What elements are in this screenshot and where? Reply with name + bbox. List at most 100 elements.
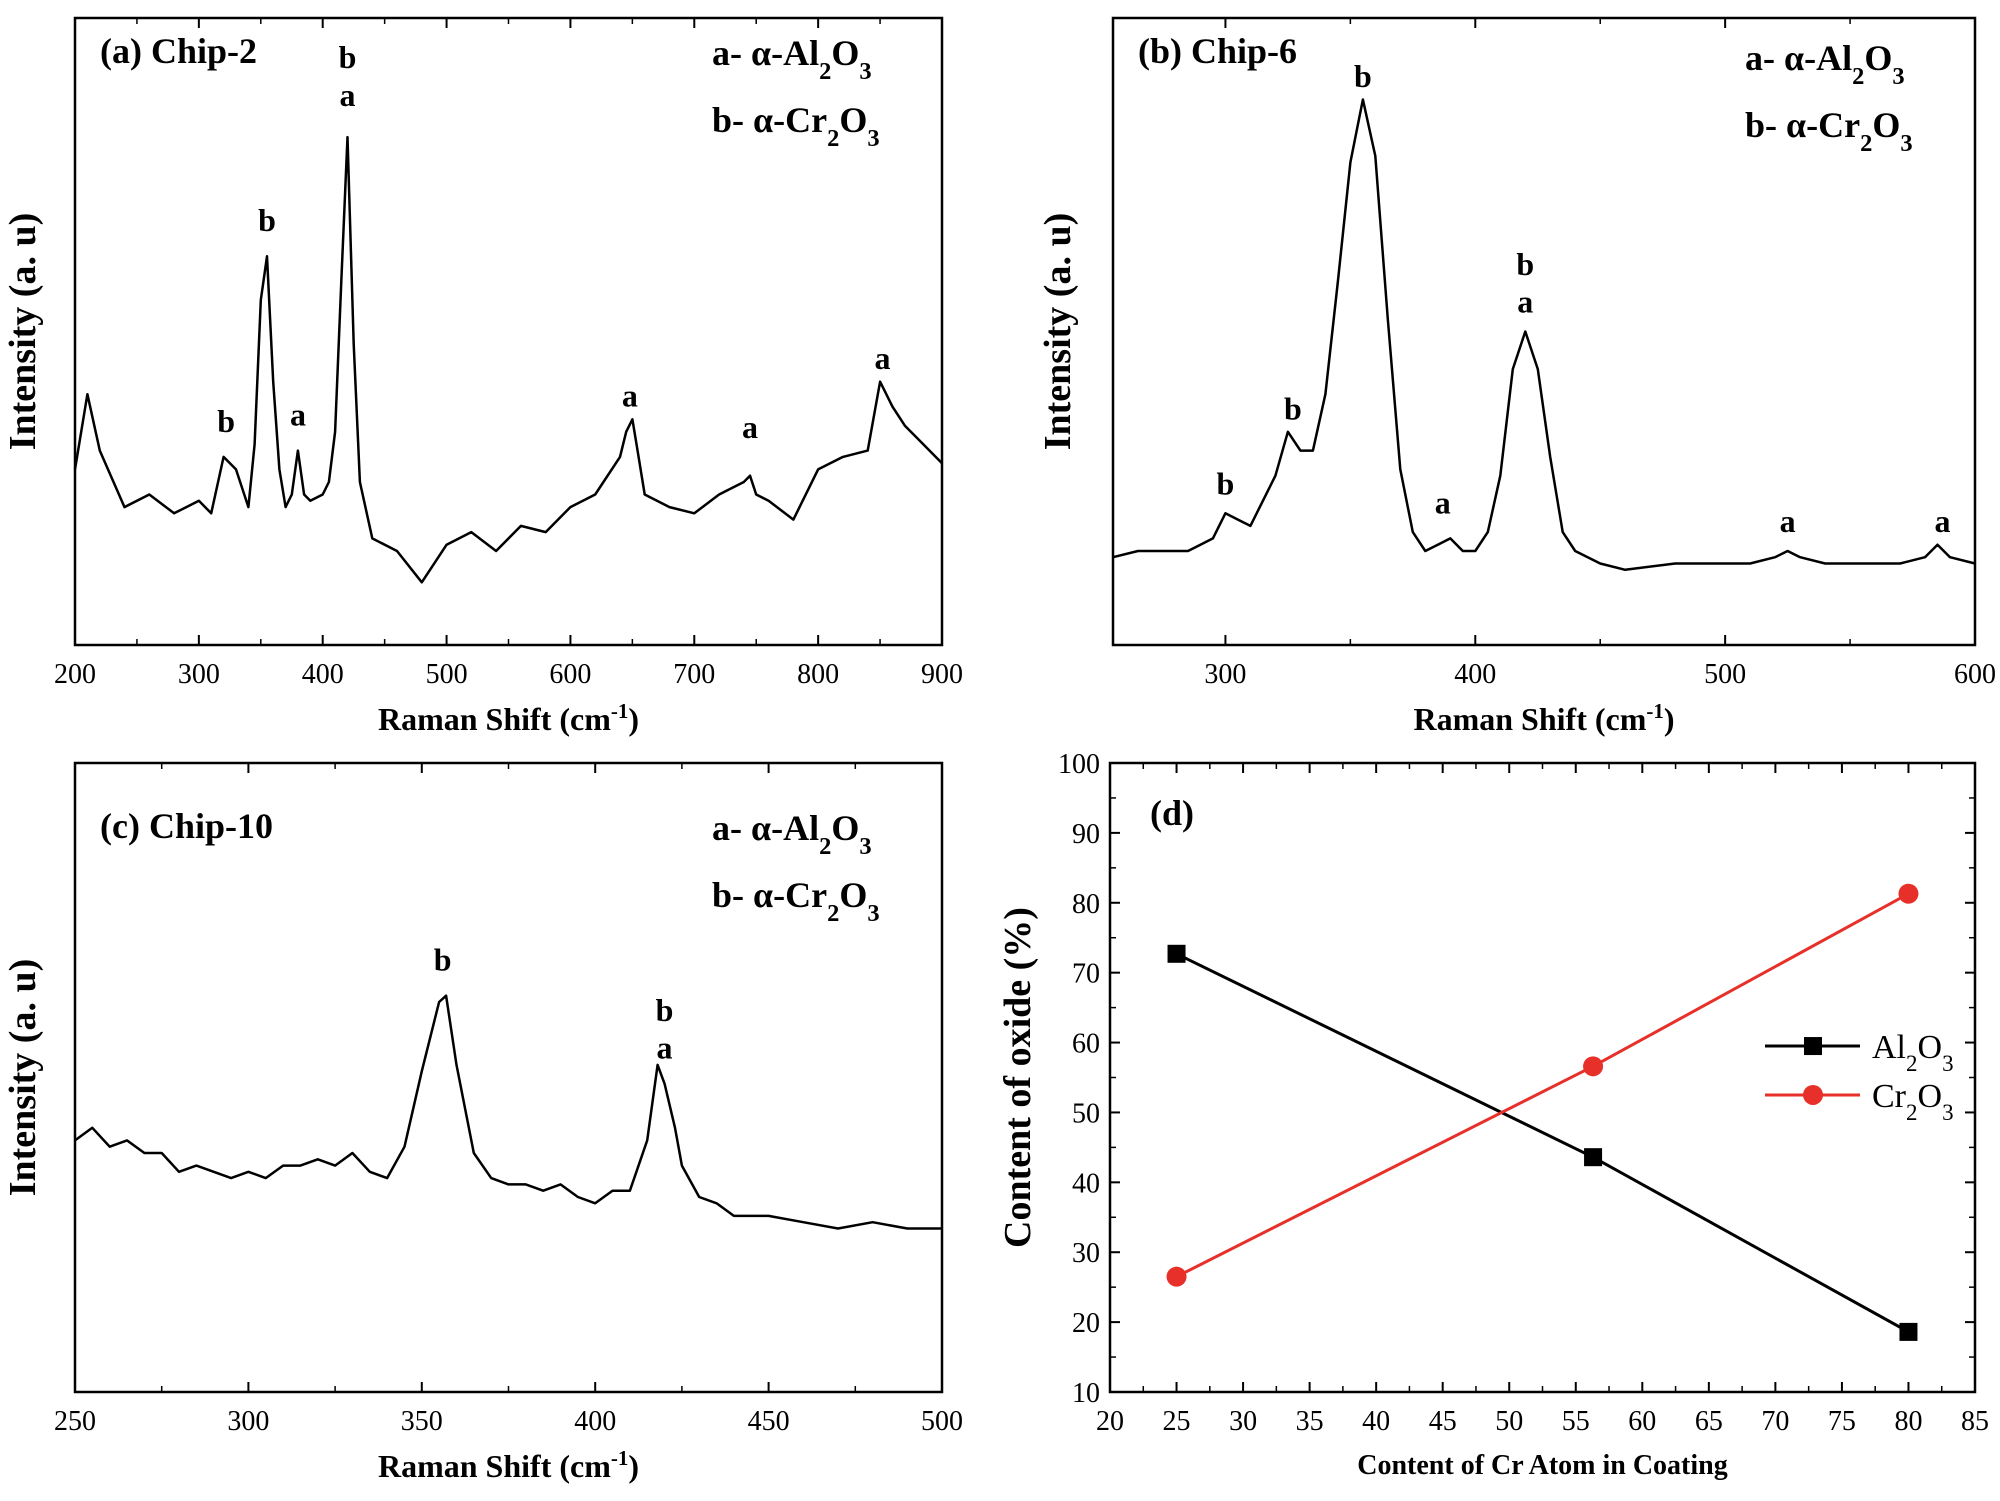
peak-label: b bbox=[434, 942, 452, 978]
y-tick-label: 60 bbox=[1072, 1029, 1100, 1060]
chart-panel-3: 250 300 350 400 450 500 Raman Shift (cm-1) Inte… bbox=[2, 761, 963, 1484]
y-tick-label: 30 bbox=[1072, 1238, 1100, 1269]
data-point bbox=[1166, 1266, 1187, 1287]
plot-frame bbox=[73, 761, 944, 1394]
x-tick-label: 80 bbox=[1894, 1406, 1922, 1437]
series-line bbox=[1175, 892, 1910, 1279]
x-tick-label: 65 bbox=[1695, 1406, 1723, 1437]
y-tick-label: 70 bbox=[1072, 959, 1100, 990]
x-tick-label: 25 bbox=[1163, 1406, 1191, 1437]
data-point bbox=[1898, 883, 1919, 904]
x-tick-label: 40 bbox=[1362, 1406, 1390, 1437]
y-axis-label: Intensity (a. u) bbox=[1037, 213, 1079, 451]
x-tick-label: 60 bbox=[1628, 1406, 1656, 1437]
peak-label: a bbox=[1935, 503, 1951, 539]
x-axis-label: Content of Cr Atom in Coating bbox=[1357, 1450, 1727, 1481]
x-tick-label: 300 bbox=[1204, 659, 1246, 690]
legend-entry: b- α-Cr2O3 bbox=[1745, 105, 1913, 157]
x-tick-label: 500 bbox=[1704, 659, 1746, 690]
legend-entry: a- α-Al2O3 bbox=[712, 33, 872, 85]
x-tick-label: 85 bbox=[1961, 1406, 1989, 1437]
x-tick-label: 400 bbox=[302, 659, 344, 690]
x-tick-label: 45 bbox=[1429, 1406, 1457, 1437]
peak-label: b bbox=[1284, 390, 1302, 426]
x-tick-label: 450 bbox=[748, 1406, 790, 1437]
peak-label: a bbox=[1517, 284, 1533, 320]
x-tick-label: 250 bbox=[54, 1406, 96, 1437]
peak-label: a bbox=[875, 340, 891, 376]
legend-label: Al2O3 bbox=[1872, 1029, 1954, 1076]
y-tick-label: 80 bbox=[1072, 889, 1100, 920]
x-axis-label: Raman Shift (cm-1) bbox=[378, 1446, 639, 1484]
chart-panel-4: 20 25 30 35 40 45 50 55 60 65 70 75 80 85102030405060… bbox=[997, 749, 1989, 1481]
x-tick-label: 300 bbox=[178, 659, 220, 690]
peak-label: b bbox=[258, 202, 276, 238]
peak-label: a bbox=[622, 378, 638, 414]
y-tick-label: 50 bbox=[1072, 1098, 1100, 1129]
y-tick-label: 10 bbox=[1072, 1378, 1100, 1409]
peak-label: a bbox=[290, 397, 306, 433]
x-tick-label: 400 bbox=[574, 1406, 616, 1437]
y-axis-label: Intensity (a. u) bbox=[2, 213, 44, 451]
x-axis-label: Raman Shift (cm-1) bbox=[1413, 699, 1674, 737]
y-axis-label: Content of oxide (%) bbox=[997, 907, 1039, 1248]
x-tick-label: 75 bbox=[1828, 1406, 1856, 1437]
x-tick-label: 30 bbox=[1229, 1406, 1257, 1437]
x-tick-label: 20 bbox=[1096, 1406, 1124, 1437]
data-point bbox=[1584, 1148, 1603, 1167]
panel-label: (a) Chip-2 bbox=[100, 31, 257, 71]
x-tick-label: 200 bbox=[54, 659, 96, 690]
x-tick-label: 55 bbox=[1562, 1406, 1590, 1437]
panel-label: (b) Chip-6 bbox=[1138, 31, 1297, 71]
x-tick-label: 500 bbox=[426, 659, 468, 690]
x-axis-label: Raman Shift (cm-1) bbox=[378, 699, 639, 737]
legend-entry: a- α-Al2O3 bbox=[1745, 38, 1905, 90]
peak-label: a bbox=[1780, 503, 1796, 539]
data-point bbox=[1899, 1322, 1918, 1341]
x-tick-label: 70 bbox=[1761, 1406, 1789, 1437]
y-tick-label: 90 bbox=[1072, 819, 1100, 850]
legend-entry: a- α-Al2O3 bbox=[712, 808, 872, 860]
peak-label: b bbox=[656, 992, 674, 1028]
x-tick-label: 900 bbox=[921, 659, 963, 690]
spectrum-line bbox=[74, 994, 942, 1230]
legend-entry: b- α-Cr2O3 bbox=[712, 875, 880, 927]
x-tick-label: 800 bbox=[797, 659, 839, 690]
peak-label: b bbox=[1354, 58, 1372, 94]
x-tick-label: 35 bbox=[1296, 1406, 1324, 1437]
peak-label: a bbox=[657, 1030, 673, 1066]
peak-label: b bbox=[1516, 246, 1534, 282]
x-tick-label: 500 bbox=[921, 1406, 963, 1437]
data-point bbox=[1167, 944, 1186, 963]
legend-entry: b- α-Cr2O3 bbox=[712, 100, 880, 152]
y-tick-label: 40 bbox=[1072, 1168, 1100, 1199]
legend-marker bbox=[1803, 1084, 1823, 1105]
peak-label: a bbox=[742, 409, 758, 445]
plot-frame bbox=[1111, 16, 1977, 647]
data-point bbox=[1583, 1056, 1604, 1077]
y-tick-label: 20 bbox=[1072, 1308, 1100, 1339]
x-tick-label: 300 bbox=[227, 1406, 269, 1437]
spectrum-line bbox=[1112, 98, 1976, 572]
x-tick-label: 600 bbox=[1954, 659, 1996, 690]
peak-label: b bbox=[1217, 466, 1235, 502]
chart-panel-2: 300 400 500 600 Raman Shift (cm-1) Intensity … bbox=[1037, 16, 1996, 737]
panel-label: (c) Chip-10 bbox=[100, 806, 273, 846]
spectrum-line bbox=[73, 135, 943, 584]
x-tick-label: 700 bbox=[673, 659, 715, 690]
series-line bbox=[1175, 952, 1910, 1334]
x-tick-label: 50 bbox=[1495, 1406, 1523, 1437]
x-tick-label: 400 bbox=[1454, 659, 1496, 690]
peak-label: b bbox=[339, 39, 357, 75]
peak-label: b bbox=[217, 403, 235, 439]
legend-label: Cr2O3 bbox=[1872, 1078, 1954, 1125]
panel-label: (d) bbox=[1150, 793, 1194, 833]
y-axis-label: Intensity (a. u) bbox=[2, 959, 44, 1197]
peak-label: a bbox=[339, 77, 355, 113]
chart-panel-1: 200 300 400 500 600 700 800 900 Raman Shift (cm-… bbox=[2, 16, 963, 737]
y-tick-label: 100 bbox=[1058, 749, 1100, 780]
legend-marker bbox=[1804, 1037, 1822, 1056]
peak-label: a bbox=[1435, 484, 1451, 520]
x-tick-label: 600 bbox=[549, 659, 591, 690]
